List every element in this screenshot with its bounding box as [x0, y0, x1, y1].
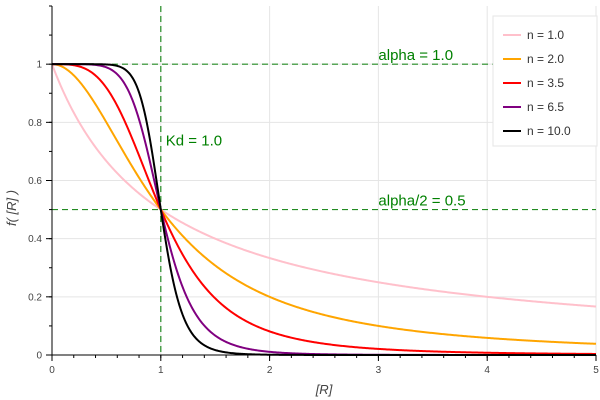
x-tick-label: 1 [158, 365, 164, 376]
y-axis-label: f( [R] ) [4, 190, 19, 226]
x-tick-label: 4 [484, 365, 490, 376]
legend-entry: n = 3.5 [527, 76, 564, 90]
x-axis-label: [R] [315, 382, 333, 397]
reference-label: alpha/2 = 0.5 [378, 193, 465, 210]
series-line [52, 63, 596, 355]
legend-box [492, 15, 598, 147]
y-tick-label: 0.4 [28, 234, 42, 245]
axes: 0 1 2 3 4 5 0 0.2 0.4 0.6 0.8 1 [28, 5, 599, 376]
y-tick-label: 0.2 [28, 292, 42, 303]
annotations: alpha = 1.0 alpha/2 = 0.5 Kd = 1.0 [166, 47, 466, 209]
series-line [51, 63, 597, 345]
series-line [51, 63, 597, 308]
reference-label: Kd = 1.0 [166, 133, 222, 150]
legend-entry: n = 6.5 [527, 100, 564, 114]
legend: n = 1.0 n = 2.0 n = 3.5 n = 6.5 n = 10.0 [492, 15, 598, 147]
legend-entry: n = 2.0 [527, 52, 564, 66]
x-tick-label: 2 [267, 365, 273, 376]
legend-entry: n = 1.0 [527, 28, 564, 42]
y-tick-label: 0 [36, 351, 42, 362]
x-tick-label: 0 [49, 365, 55, 376]
x-tick-label: 3 [376, 365, 382, 376]
y-tick-label: 0.8 [28, 118, 42, 129]
reference-label: alpha = 1.0 [378, 47, 453, 64]
y-tick-label: 1 [36, 60, 42, 71]
x-tick-label: 5 [593, 365, 599, 376]
y-tick-label: 0.6 [28, 176, 42, 187]
legend-entry: n = 10.0 [527, 124, 571, 138]
